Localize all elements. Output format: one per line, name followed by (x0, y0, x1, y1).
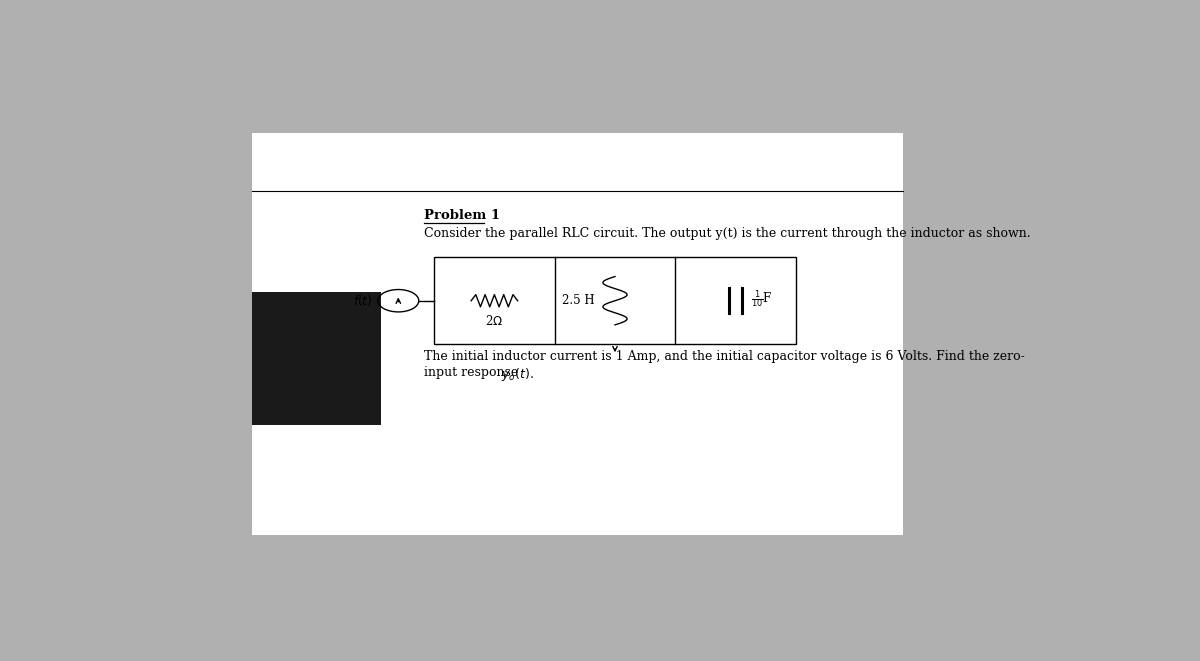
FancyBboxPatch shape (252, 292, 380, 426)
Text: input response: input response (425, 366, 527, 379)
Text: $\frac{1}{10}$F: $\frac{1}{10}$F (751, 288, 773, 309)
Text: Problem 1: Problem 1 (425, 209, 500, 222)
Bar (433, 258, 797, 344)
FancyBboxPatch shape (252, 133, 904, 535)
Text: $y_o(t)$.: $y_o(t)$. (500, 366, 534, 383)
Text: $f(t)$: $f(t)$ (353, 293, 372, 308)
Text: Consider the parallel RLC circuit. The output y(t) is the current through the in: Consider the parallel RLC circuit. The o… (425, 227, 1031, 240)
Text: 2.5 H: 2.5 H (562, 294, 594, 307)
Text: The initial inductor current is 1 Amp, and the initial capacitor voltage is 6 Vo: The initial inductor current is 1 Amp, a… (425, 350, 1025, 363)
Text: 2$\Omega$: 2$\Omega$ (485, 314, 504, 328)
